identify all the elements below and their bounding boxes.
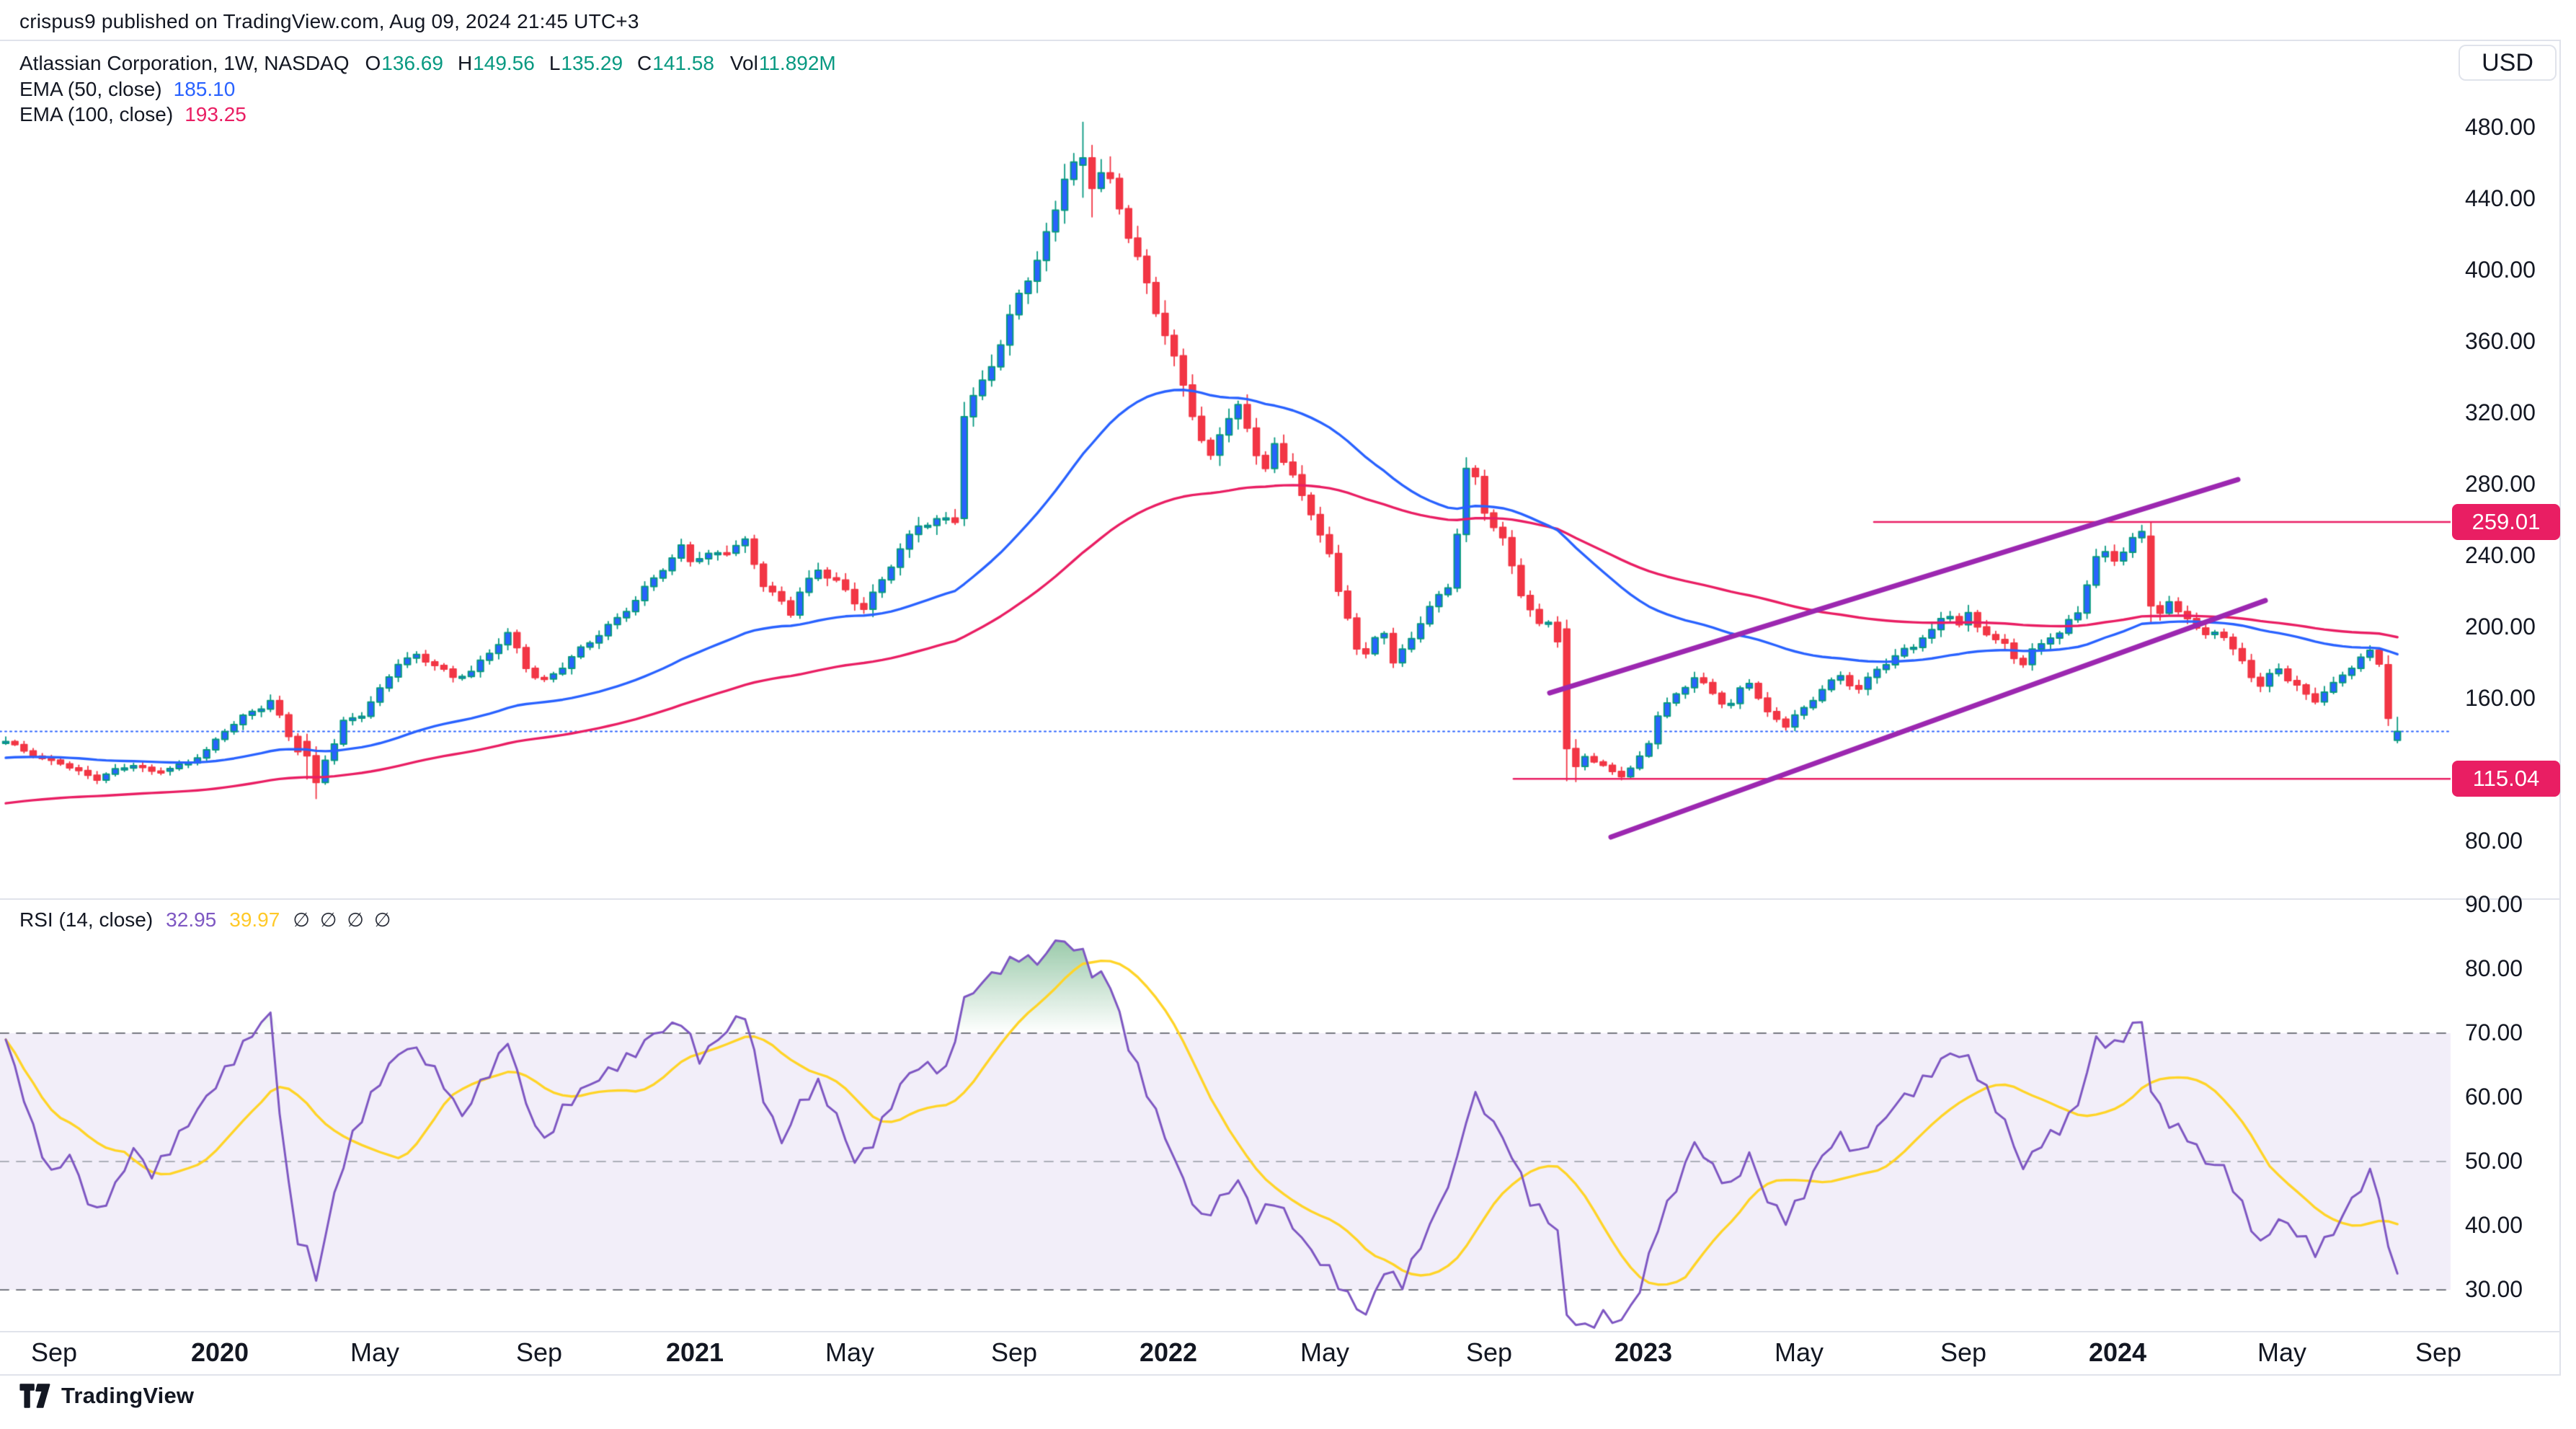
price-tick: 480.00 — [2465, 114, 2536, 140]
rsi-legend: RSI (14, close) 32.95 39.97 ∅ ∅ ∅ ∅ — [19, 908, 391, 932]
price-tick: 280.00 — [2465, 471, 2536, 497]
brand-text: TradingView — [61, 1383, 195, 1408]
symbol-legend: Atlassian Corporation, 1W, NASDAQ O 136.6… — [19, 52, 836, 75]
ohlc-item: H 149.56 — [458, 52, 535, 75]
pane-separator — [0, 898, 2559, 900]
price-level-badge-115: 115.04 — [2452, 761, 2560, 797]
time-label: May — [2257, 1337, 2307, 1367]
publish-line: crispus9 published on TradingView.com, A… — [19, 10, 639, 32]
rsi-label: RSI (14, close) — [19, 908, 154, 931]
ema100-label: EMA (100, close) — [19, 103, 174, 125]
time-label: 2020 — [190, 1337, 249, 1367]
ohlc-value: 135.29 — [561, 52, 623, 74]
time-label: May — [825, 1337, 875, 1367]
ohlc-letter: H — [457, 52, 473, 74]
time-label: Sep — [1940, 1337, 1987, 1367]
ohlc-letter: C — [637, 52, 652, 74]
ohlc-letter: L — [548, 52, 561, 74]
time-label: May — [350, 1337, 400, 1367]
tradingview-logo-icon — [19, 1383, 51, 1409]
ema50-value: 185.10 — [173, 78, 236, 100]
price-tick: 160.00 — [2465, 685, 2536, 711]
time-label: 2021 — [665, 1337, 724, 1367]
time-label: 2023 — [1614, 1337, 1673, 1367]
time-label: Sep — [2415, 1337, 2462, 1367]
rsi-tick: 80.00 — [2465, 955, 2523, 981]
empty-set-icon: ∅ — [319, 909, 337, 931]
rsi-tick: 70.00 — [2465, 1019, 2523, 1045]
ohlc-item: O 136.69 — [365, 52, 443, 75]
empty-set-icon: ∅ — [347, 909, 364, 931]
time-label: 2022 — [1139, 1337, 1198, 1367]
ohlc-values: O 136.69 H 149.56 L 135.29 C 141.58 — [365, 52, 714, 75]
ohlc-item: C 141.58 — [637, 52, 714, 75]
volume-value: 11.892M — [758, 52, 836, 74]
price-tick: 400.00 — [2465, 257, 2536, 283]
rsi-tick: 30.00 — [2465, 1276, 2523, 1302]
ema100-value: 193.25 — [185, 103, 247, 125]
empty-set-icon: ∅ — [373, 909, 391, 931]
ohlc-letter: O — [365, 52, 381, 74]
time-label: 2024 — [2088, 1337, 2147, 1367]
price-tick: 240.00 — [2465, 542, 2536, 568]
volume-label: Vol — [729, 52, 758, 74]
rsi-tick: 50.00 — [2465, 1148, 2523, 1174]
price-tick: 80.00 — [2465, 828, 2523, 854]
price-tick: 360.00 — [2465, 328, 2536, 354]
ohlc-item: L 135.29 — [549, 52, 623, 75]
ohlc-value: 141.58 — [652, 52, 714, 74]
price-tick: 320.00 — [2465, 399, 2536, 425]
rsi-value: 32.95 — [166, 908, 217, 931]
widget-top-border — [0, 40, 2561, 41]
time-label: May — [1774, 1337, 1824, 1367]
time-label: Sep — [990, 1337, 1038, 1367]
rsi-tick: 40.00 — [2465, 1212, 2523, 1238]
rsi-disabled-icons: ∅ ∅ ∅ ∅ — [293, 909, 391, 932]
rsi-tick: 60.00 — [2465, 1084, 2523, 1110]
volume-readout: Vol 11.892M — [730, 52, 836, 75]
time-label: May — [1300, 1337, 1350, 1367]
time-axis-top-border — [0, 1331, 2559, 1332]
ema50-legend: EMA (50, close) 185.10 — [19, 78, 235, 101]
ohlc-value: 149.56 — [473, 52, 535, 74]
price-tick: 200.00 — [2465, 614, 2536, 640]
time-label: Sep — [1465, 1337, 1513, 1367]
ema100-legend: EMA (100, close) 193.25 — [19, 103, 247, 126]
rsi-tick: 90.00 — [2465, 891, 2523, 917]
ema50-label: EMA (50, close) — [19, 78, 162, 100]
currency-button[interactable]: USD — [2459, 45, 2557, 81]
footer-brand[interactable]: TradingView — [19, 1383, 194, 1409]
price-tick: 440.00 — [2465, 185, 2536, 211]
price-level-badge-259: 259.01 — [2452, 503, 2560, 540]
widget-right-border — [2559, 40, 2561, 1376]
symbol-title: Atlassian Corporation, 1W, NASDAQ — [19, 52, 350, 74]
time-label: Sep — [515, 1337, 563, 1367]
empty-set-icon: ∅ — [293, 909, 310, 931]
ohlc-value: 136.69 — [381, 52, 443, 74]
widget-bottom-border — [0, 1374, 2559, 1376]
rsi-ma-value: 39.97 — [229, 908, 280, 931]
time-label: Sep — [30, 1337, 78, 1367]
